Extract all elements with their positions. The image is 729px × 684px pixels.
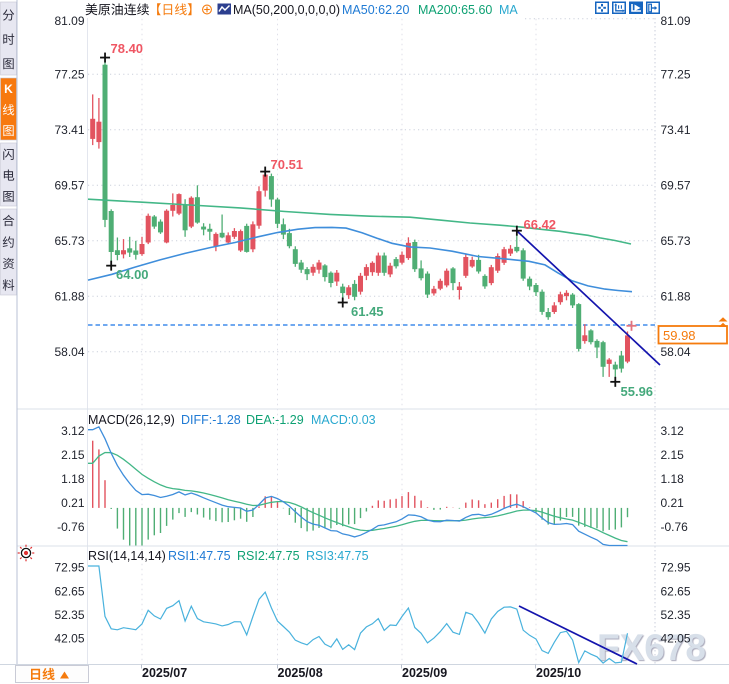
svg-text:58.04: 58.04 xyxy=(54,345,84,359)
svg-text:-0.76: -0.76 xyxy=(57,520,85,534)
svg-text:65.73: 65.73 xyxy=(661,234,691,248)
svg-text:58.04: 58.04 xyxy=(661,345,691,359)
svg-text:K: K xyxy=(4,82,13,96)
svg-text:2.15: 2.15 xyxy=(661,448,685,462)
svg-text:66.42: 66.42 xyxy=(524,217,557,232)
svg-text:61.88: 61.88 xyxy=(661,289,691,303)
svg-text:81.09: 81.09 xyxy=(54,14,84,28)
svg-text:0.21: 0.21 xyxy=(661,496,685,510)
svg-text:2025/07: 2025/07 xyxy=(142,666,187,680)
svg-text:64.00: 64.00 xyxy=(116,267,149,282)
svg-text:MACD(26,12,9): MACD(26,12,9) xyxy=(88,413,175,427)
svg-text:42.05: 42.05 xyxy=(54,631,84,645)
svg-text:81.09: 81.09 xyxy=(661,14,691,28)
svg-text:42.05: 42.05 xyxy=(661,631,691,645)
svg-text:70.51: 70.51 xyxy=(271,157,304,172)
svg-text:61.45: 61.45 xyxy=(351,304,384,319)
svg-text:69.57: 69.57 xyxy=(661,178,691,192)
svg-text:RSI(14,14,14): RSI(14,14,14) xyxy=(88,549,166,563)
svg-text:59.98: 59.98 xyxy=(663,328,696,343)
svg-text:3.12: 3.12 xyxy=(661,424,685,438)
svg-text:62.65: 62.65 xyxy=(54,584,84,598)
svg-text:61.88: 61.88 xyxy=(54,289,84,303)
svg-text:DIFF:-1.28: DIFF:-1.28 xyxy=(181,413,241,427)
svg-text:2025/09: 2025/09 xyxy=(402,666,447,680)
svg-text:DEA:-1.29: DEA:-1.29 xyxy=(246,413,304,427)
svg-text:2.15: 2.15 xyxy=(61,448,85,462)
svg-text:72.95: 72.95 xyxy=(661,561,691,575)
svg-text:2025/08: 2025/08 xyxy=(278,666,323,680)
svg-text:RSI2:47.75: RSI2:47.75 xyxy=(237,549,300,563)
svg-text:MA50:62.20: MA50:62.20 xyxy=(342,3,409,17)
svg-text:77.25: 77.25 xyxy=(661,67,691,81)
svg-text:52.35: 52.35 xyxy=(54,608,84,622)
svg-text:78.40: 78.40 xyxy=(111,41,144,56)
svg-text:MA200:65.60: MA200:65.60 xyxy=(418,3,492,17)
svg-text:1.18: 1.18 xyxy=(61,472,85,486)
svg-text:RSI1:47.75: RSI1:47.75 xyxy=(168,549,231,563)
svg-text:69.57: 69.57 xyxy=(54,178,84,192)
svg-text:RSI3:47.75: RSI3:47.75 xyxy=(306,549,369,563)
svg-text:55.96: 55.96 xyxy=(621,384,654,399)
svg-text:MA(50,200,0,0,0,0): MA(50,200,0,0,0,0) xyxy=(233,3,340,17)
svg-text:3.12: 3.12 xyxy=(61,424,85,438)
svg-text:0.21: 0.21 xyxy=(61,496,85,510)
svg-text:1.18: 1.18 xyxy=(661,472,685,486)
svg-text:MA: MA xyxy=(499,3,518,17)
svg-text:-0.76: -0.76 xyxy=(661,520,689,534)
svg-text:52.35: 52.35 xyxy=(661,608,691,622)
svg-text:73.41: 73.41 xyxy=(54,123,84,137)
svg-text:2025/10: 2025/10 xyxy=(536,666,581,680)
svg-text:65.73: 65.73 xyxy=(54,234,84,248)
svg-text:FX678: FX678 xyxy=(597,627,706,668)
svg-text:62.65: 62.65 xyxy=(661,584,691,598)
svg-text:MACD:0.03: MACD:0.03 xyxy=(311,413,376,427)
svg-text:77.25: 77.25 xyxy=(54,67,84,81)
svg-text:72.95: 72.95 xyxy=(54,561,84,575)
svg-text:73.41: 73.41 xyxy=(661,123,691,137)
